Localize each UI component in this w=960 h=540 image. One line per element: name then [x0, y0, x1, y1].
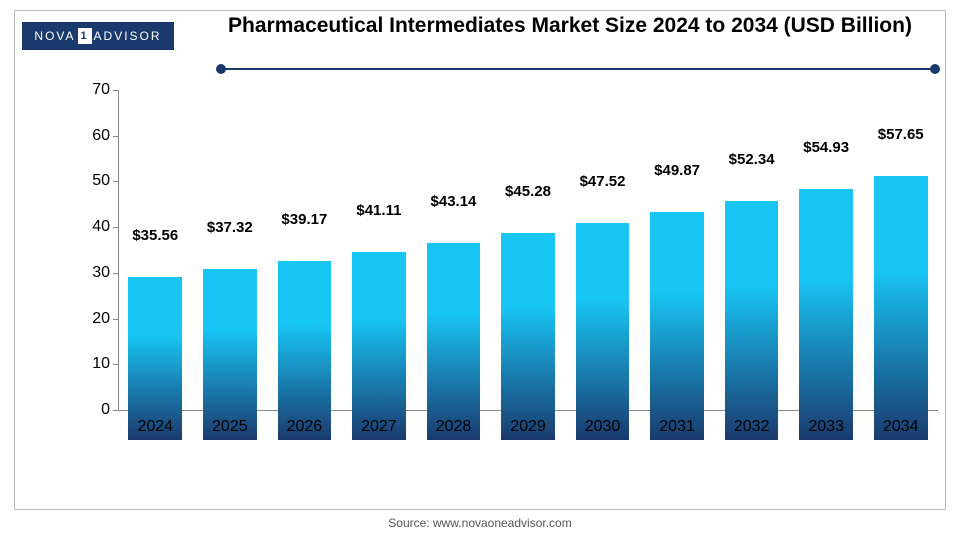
bar-value-label: $52.34 — [729, 151, 775, 168]
rule-dot-left — [216, 64, 226, 74]
x-tick-label: 2034 — [883, 418, 919, 436]
x-tick-label: 2030 — [585, 418, 621, 436]
y-tick-mark — [113, 90, 118, 91]
chart-title: Pharmaceutical Intermediates Market Size… — [220, 14, 920, 38]
bar-value-label: $39.17 — [281, 211, 327, 228]
bar — [352, 252, 406, 440]
bar — [278, 261, 332, 440]
x-tick-label: 2032 — [734, 418, 770, 436]
x-tick-label: 2029 — [510, 418, 546, 436]
bar — [725, 201, 779, 440]
bar-value-label: $45.28 — [505, 183, 551, 200]
x-tick-label: 2033 — [808, 418, 844, 436]
bar-value-label: $43.14 — [431, 193, 477, 210]
bar-value-label: $57.65 — [878, 126, 924, 143]
logo-text-right: ADVISOR — [94, 29, 162, 43]
bar — [501, 233, 555, 440]
y-tick-label: 40 — [60, 218, 110, 236]
bar — [128, 277, 182, 440]
bar — [874, 176, 928, 440]
y-tick-mark — [113, 136, 118, 137]
bar-value-label: $41.11 — [356, 202, 401, 219]
y-tick-mark — [113, 227, 118, 228]
x-tick-label: 2031 — [659, 418, 695, 436]
y-tick-label: 20 — [60, 310, 110, 328]
y-tick-label: 60 — [60, 127, 110, 145]
bar-value-label: $47.52 — [580, 173, 626, 190]
x-tick-label: 2024 — [137, 418, 173, 436]
bar-value-label: $49.87 — [654, 162, 700, 179]
bar-chart: 010203040506070$35.562024$37.322025$39.1… — [60, 90, 940, 470]
brand-logo: NOVA 1 ADVISOR — [22, 22, 174, 50]
bar-value-label: $37.32 — [207, 219, 253, 236]
bar — [427, 243, 481, 440]
x-tick-label: 2026 — [287, 418, 323, 436]
y-tick-label: 0 — [60, 401, 110, 419]
bar — [799, 189, 853, 440]
bar — [576, 223, 630, 440]
bar — [650, 212, 704, 440]
source-text: Source: www.novaoneadvisor.com — [0, 516, 960, 530]
title-rule — [220, 68, 935, 70]
y-tick-mark — [113, 181, 118, 182]
bar-value-label: $54.93 — [803, 139, 849, 156]
y-tick-label: 70 — [60, 81, 110, 99]
y-tick-mark — [113, 319, 118, 320]
y-tick-mark — [113, 410, 118, 411]
y-tick-label: 50 — [60, 172, 110, 190]
bar-value-label: $35.56 — [132, 227, 178, 244]
logo-text-left: NOVA — [34, 29, 75, 43]
x-tick-label: 2025 — [212, 418, 248, 436]
logo-text-one: 1 — [78, 28, 92, 44]
x-tick-label: 2028 — [436, 418, 472, 436]
x-tick-label: 2027 — [361, 418, 397, 436]
y-tick-label: 10 — [60, 355, 110, 373]
y-tick-label: 30 — [60, 264, 110, 282]
bar — [203, 269, 257, 440]
y-axis — [118, 90, 119, 410]
rule-dot-right — [930, 64, 940, 74]
y-tick-mark — [113, 364, 118, 365]
y-tick-mark — [113, 273, 118, 274]
